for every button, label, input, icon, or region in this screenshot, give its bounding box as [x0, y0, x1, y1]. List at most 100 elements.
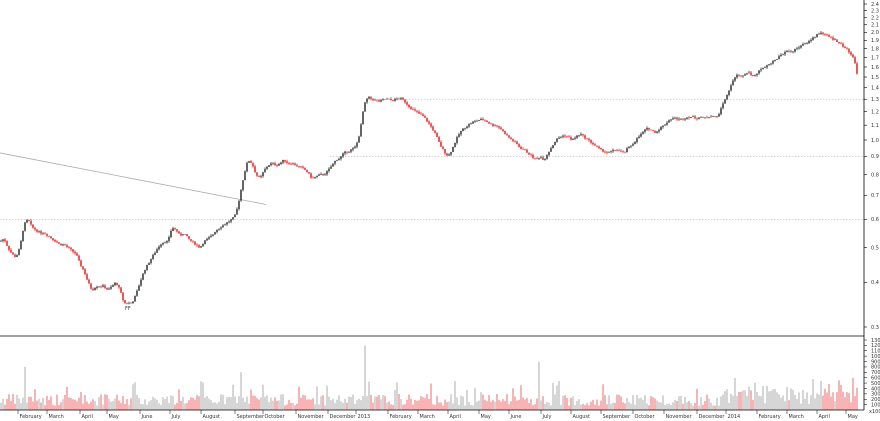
- candle-body: [136, 290, 138, 296]
- candle-body: [650, 129, 652, 131]
- candle-body: [210, 235, 212, 238]
- candle-body: [324, 174, 326, 176]
- candle-body: [682, 118, 684, 120]
- candle-body: [424, 116, 426, 118]
- candle-body: [94, 287, 96, 291]
- time-tick-label: May: [109, 414, 119, 420]
- volume-tick-label: 9000: [871, 359, 880, 365]
- candle-body: [680, 118, 682, 120]
- candle-body: [322, 173, 324, 176]
- candle-body: [302, 166, 304, 168]
- candle-body: [228, 221, 230, 223]
- candle-body: [72, 249, 74, 252]
- candle-body: [226, 222, 228, 225]
- candle-body: [700, 117, 702, 118]
- candle-body: [798, 47, 800, 49]
- candle-body: [530, 154, 532, 156]
- time-tick-label: April: [82, 414, 93, 420]
- candle-body: [686, 117, 688, 119]
- candle-body: [852, 54, 854, 58]
- candle-body: [548, 151, 550, 156]
- candle-body: [56, 241, 58, 243]
- candle-body: [740, 75, 742, 77]
- candle-body: [768, 64, 770, 66]
- candle-body: [388, 98, 390, 100]
- candle-body: [60, 243, 62, 246]
- candle-body: [642, 131, 644, 134]
- volume-tick-label: 13000: [871, 338, 880, 344]
- time-tick-label: December: [330, 414, 357, 420]
- candle-body: [568, 136, 570, 138]
- candle-body: [280, 162, 282, 165]
- candle-body: [78, 255, 80, 261]
- candle-body: [678, 118, 680, 120]
- price-tick-label: 0.8: [871, 172, 879, 178]
- candle-body: [702, 117, 704, 118]
- candle-body: [540, 157, 542, 158]
- candle-body: [732, 80, 734, 86]
- candle-body: [30, 220, 32, 225]
- price-tick-label: 1.1: [871, 123, 879, 129]
- price-tick-label: 1.4: [871, 86, 879, 92]
- candle-body: [346, 151, 348, 153]
- candle-body: [690, 117, 692, 118]
- candle-body: [398, 98, 400, 100]
- candle-body: [180, 233, 182, 236]
- candle-body: [640, 133, 642, 137]
- candle-body: [744, 74, 746, 76]
- candle-body: [524, 149, 526, 150]
- time-tick-label: February: [759, 414, 781, 420]
- candle-body: [632, 144, 634, 146]
- candle-body: [100, 286, 102, 288]
- candle-body: [170, 230, 172, 238]
- price-tick-label: 2.1: [871, 23, 879, 29]
- volume-tick-label: 1000: [871, 402, 880, 408]
- candle-body: [604, 151, 606, 153]
- candle-body: [468, 124, 470, 127]
- candle-body: [86, 274, 88, 280]
- candle-body: [766, 65, 768, 68]
- candle-body: [836, 39, 838, 43]
- candle-body: [50, 236, 52, 239]
- candle-body: [714, 116, 716, 118]
- price-tick-label: 0.7: [871, 193, 879, 199]
- candle-body: [334, 160, 336, 164]
- candle-body: [670, 119, 672, 121]
- candle-body: [250, 161, 252, 163]
- candle-body: [432, 126, 434, 131]
- candle-body: [356, 142, 358, 147]
- candle-body: [74, 251, 76, 254]
- candle-body: [434, 130, 436, 133]
- candle-body: [574, 137, 576, 139]
- candle-body: [736, 74, 738, 78]
- candle-body: [518, 144, 520, 147]
- candle-body: [532, 154, 534, 158]
- candle-body: [854, 57, 856, 64]
- time-tick-label: May: [848, 414, 858, 420]
- candle-body: [262, 172, 264, 177]
- candle-body: [752, 75, 754, 77]
- candle-body: [162, 242, 164, 245]
- candle-body: [224, 224, 226, 226]
- candle-body: [198, 245, 200, 248]
- candle-body: [504, 130, 506, 135]
- candle-body: [364, 102, 366, 112]
- candle-body: [232, 217, 234, 220]
- candle-body: [620, 150, 622, 152]
- candle-body: [244, 171, 246, 181]
- candle-body: [582, 134, 584, 136]
- candle-body: [564, 135, 566, 137]
- candle-body: [240, 189, 242, 201]
- candle-body: [508, 135, 510, 138]
- candle-body: [2, 239, 4, 241]
- candle-body: [282, 159, 284, 163]
- candle-body: [310, 173, 312, 178]
- candle-body: [362, 111, 364, 125]
- candle-body: [816, 34, 818, 38]
- candle-body: [216, 229, 218, 233]
- candle-body: [464, 128, 466, 129]
- candle-body: [552, 145, 554, 149]
- candle-body: [272, 163, 274, 164]
- candle-body: [472, 121, 474, 124]
- candle-body: [392, 100, 394, 101]
